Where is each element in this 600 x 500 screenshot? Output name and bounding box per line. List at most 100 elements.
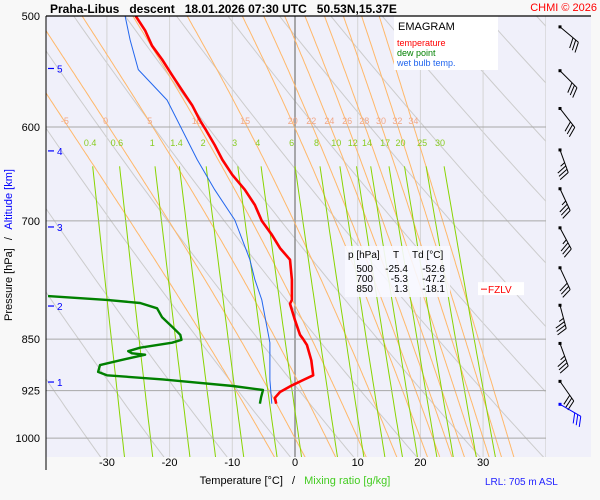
mixing-ratio-label: 20 bbox=[396, 138, 406, 148]
temperature-tick-label: -20 bbox=[162, 457, 178, 469]
value-table: p [hPa] T Td [°C] 500 -25.4 -52.6 700 -5… bbox=[345, 246, 450, 297]
copyright: CHMI © 2026 bbox=[530, 2, 597, 14]
dry-adiabat-line bbox=[46, 127, 291, 457]
legend: EMAGRAM temperature dew point wet bulb t… bbox=[394, 16, 498, 70]
dry-adiabat-line bbox=[381, 16, 546, 203]
wind-barb-feather bbox=[559, 282, 568, 292]
moist-adiabat-line bbox=[46, 92, 276, 457]
wind-barb-feather bbox=[559, 365, 569, 374]
table-header-t: T bbox=[393, 250, 399, 261]
grid-labels: -5 0 5 10 15 20 22 24 26 28 30 32 340.4 0.6 1 1.4 2 3 4 6 8 1… bbox=[61, 116, 445, 148]
wind-barb-feather bbox=[565, 397, 573, 408]
dry-adiabat-line bbox=[46, 378, 102, 457]
wind-barb-feather bbox=[567, 82, 573, 93]
mixing-ratio-label: 10 bbox=[331, 138, 341, 148]
dewpoint-line bbox=[47, 294, 265, 404]
moist-adiabat-line bbox=[378, 16, 515, 457]
temperature-tick-label: 30 bbox=[477, 457, 489, 469]
wind-shaft bbox=[559, 403, 582, 417]
moist-adiabat-label: 34 bbox=[408, 116, 418, 126]
temperature-tick-label: -30 bbox=[99, 457, 115, 469]
wind-barb-feather bbox=[562, 239, 567, 245]
wind-shaft bbox=[559, 381, 575, 402]
table-cell: -47.2 bbox=[422, 274, 445, 285]
wind-barb-feather bbox=[575, 414, 579, 426]
pressure-tick-label: 500 bbox=[22, 11, 40, 23]
plot-background bbox=[46, 16, 591, 457]
y-axis-title-pressure: Pressure [hPa] bbox=[3, 248, 15, 321]
wind-barb-feather bbox=[569, 37, 574, 49]
wind-barb-feather bbox=[560, 242, 569, 252]
wind-barb bbox=[557, 148, 569, 181]
moist-adiabat-label: 32 bbox=[392, 116, 402, 126]
table-cell: 500 bbox=[356, 264, 373, 275]
wind-barb bbox=[558, 402, 582, 428]
mixing-ratio-label: 14 bbox=[362, 138, 372, 148]
wind-shaft bbox=[559, 227, 572, 250]
temperature-tick-label: -10 bbox=[224, 457, 240, 469]
pressure-tick-label: 850 bbox=[22, 334, 40, 346]
moist-adiabat-label: 5 bbox=[147, 116, 152, 126]
mixing-ratio-label: 4 bbox=[255, 138, 260, 148]
wind-barb bbox=[558, 25, 579, 53]
wind-barb-feather bbox=[558, 362, 568, 371]
pressure-tick-label: 700 bbox=[22, 216, 40, 228]
wind-shaft bbox=[559, 26, 579, 43]
wind-barb bbox=[558, 106, 576, 137]
table-header-td: Td [°C] bbox=[412, 250, 443, 261]
moist-adiabat-label: 22 bbox=[306, 116, 316, 126]
table-cell: 850 bbox=[356, 284, 373, 295]
table-cell: -18.1 bbox=[422, 284, 445, 295]
wind-shaft bbox=[559, 305, 567, 329]
moist-adiabat-label: 28 bbox=[359, 116, 369, 126]
mixing-ratio-label: 3 bbox=[232, 138, 237, 148]
wind-barb-feather bbox=[572, 87, 578, 98]
wind-barb-feather bbox=[559, 203, 568, 213]
moist-adiabat-label: 30 bbox=[376, 116, 386, 126]
wind-barb-feather bbox=[555, 321, 565, 329]
x-axis-title-mixing: Mixing ratio [g/kg] bbox=[304, 475, 390, 487]
x-axis-title: Temperature [°C] / Mixing ratio [g/kg] bbox=[200, 475, 391, 487]
wind-barb bbox=[558, 379, 575, 411]
table-cell: -5.3 bbox=[391, 274, 409, 285]
pressure-tick-label: 600 bbox=[22, 122, 40, 134]
wind-barb-feather bbox=[557, 165, 567, 174]
wind-barb-feather bbox=[560, 206, 570, 216]
wind-barb-feather bbox=[567, 400, 575, 411]
pressure-tick-label: 1000 bbox=[16, 433, 40, 445]
altitude-tick-label: 2 bbox=[57, 302, 63, 313]
wind-barb-feather bbox=[562, 245, 571, 255]
wind-barb-feather bbox=[560, 286, 570, 295]
x-axis-title-temperature: Temperature [°C] bbox=[200, 475, 283, 487]
mixing-ratio-label: 0.4 bbox=[84, 138, 97, 148]
moist-adiabat-line bbox=[132, 16, 367, 457]
moist-adiabat-label: 15 bbox=[240, 116, 250, 126]
moist-adiabat-line bbox=[46, 29, 306, 457]
wind-barb bbox=[558, 187, 571, 219]
altitude-tick-label: 5 bbox=[57, 64, 63, 75]
wind-barb-feather bbox=[562, 289, 571, 298]
table-cell: 700 bbox=[356, 274, 373, 285]
table-header-p: p [hPa] bbox=[348, 250, 380, 261]
moist-adiabat-line bbox=[186, 16, 398, 457]
table-cell: -25.4 bbox=[385, 264, 408, 275]
mixing-ratio-label: 0.6 bbox=[111, 138, 124, 148]
wind-shaft bbox=[559, 108, 576, 128]
temperature-tick-label: 0 bbox=[292, 457, 298, 469]
pressure-tick-label: 925 bbox=[22, 386, 40, 398]
wind-barb-feather bbox=[556, 324, 566, 332]
wind-barb-feather bbox=[560, 162, 565, 167]
mixing-ratio-label: 1.4 bbox=[170, 138, 183, 148]
isobar-lines bbox=[46, 126, 546, 439]
wind-barb-feather bbox=[561, 200, 567, 206]
wind-barb-feather bbox=[563, 395, 571, 405]
dry-adiabat-line bbox=[432, 16, 546, 143]
temperature-tick-label: 10 bbox=[352, 457, 364, 469]
temperature-tick-label: 20 bbox=[414, 457, 426, 469]
mixing-ratio-label: 12 bbox=[348, 138, 358, 148]
wind-barb-feather bbox=[558, 317, 564, 322]
wind-shaft bbox=[559, 267, 571, 290]
chart-title: Praha-Libus descent 18.01.2026 07:30 UTC… bbox=[50, 2, 397, 16]
altitude-tick-label: 1 bbox=[57, 378, 63, 389]
dry-adiabat-line bbox=[330, 16, 546, 264]
